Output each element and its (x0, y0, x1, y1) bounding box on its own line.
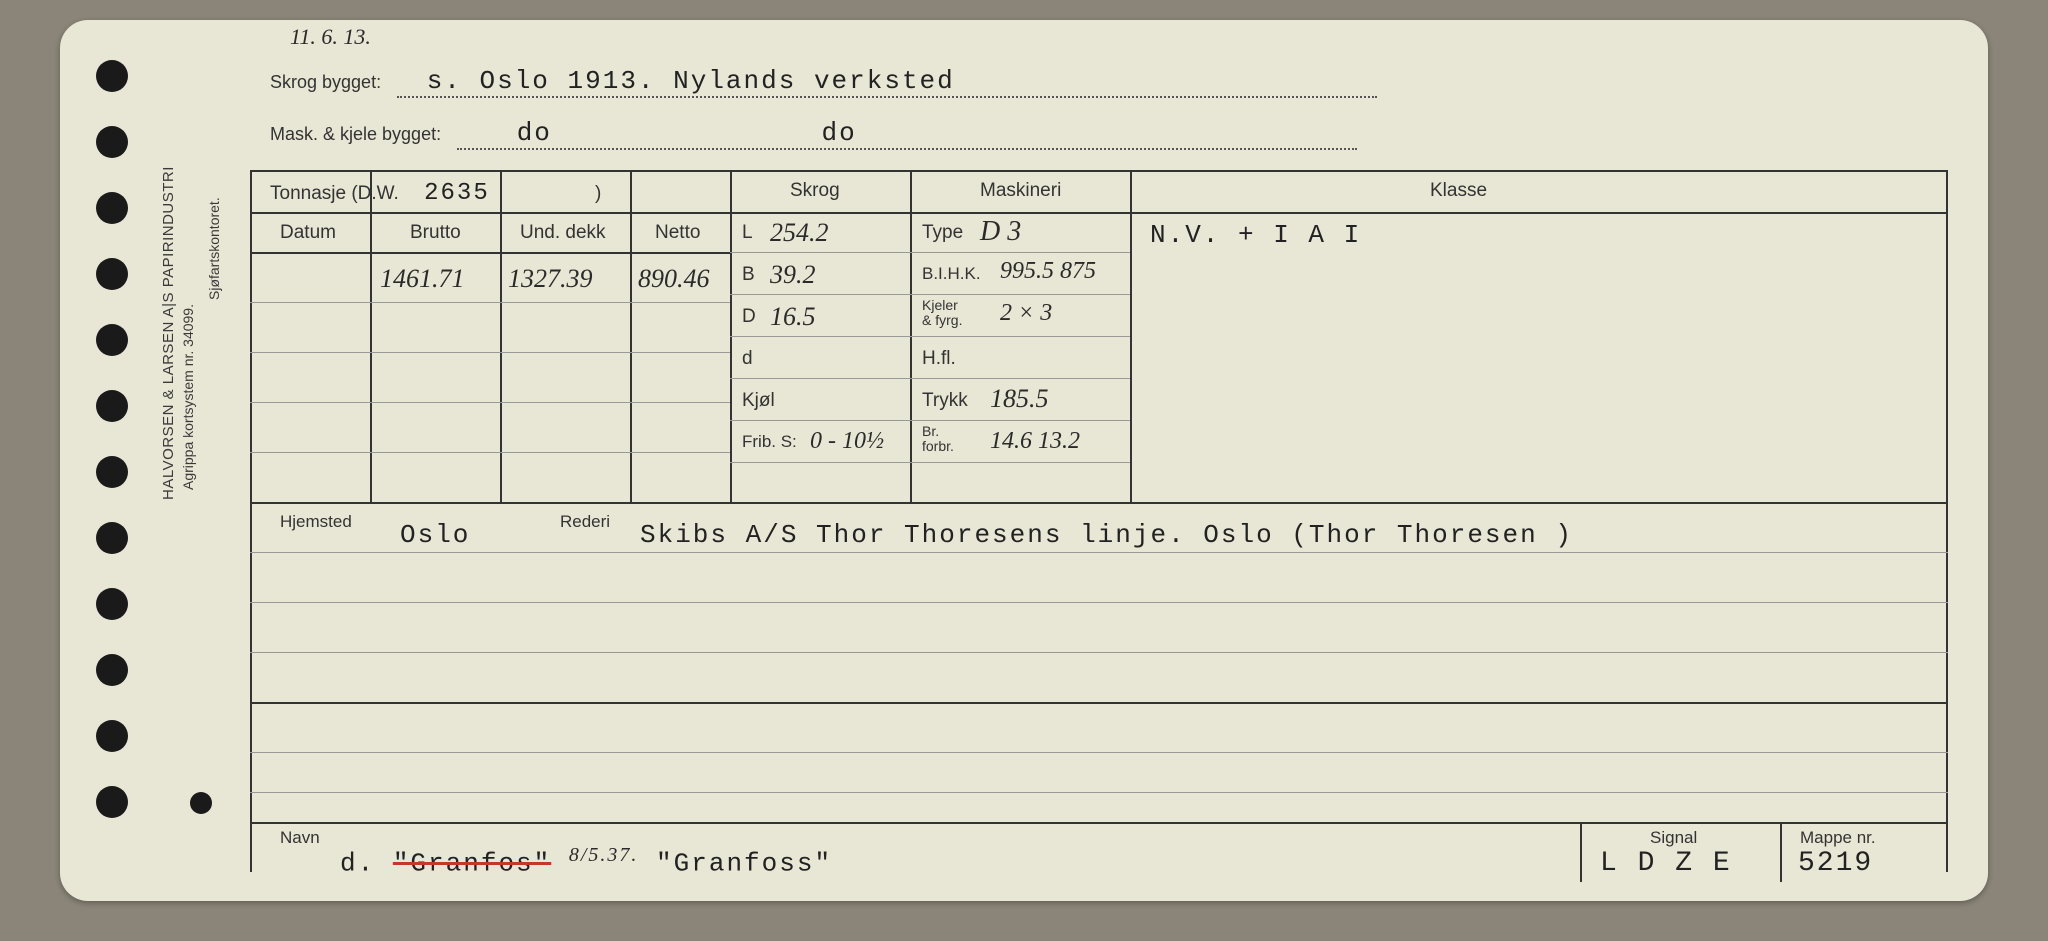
value-und-dekk: 1327.39 (508, 264, 593, 294)
punch-hole (96, 456, 128, 488)
value-brutto: 1461.71 (380, 264, 465, 294)
label-br-forbr: Br. forbr. (922, 424, 954, 455)
side-office-text: Sjøfartskontoret. (206, 197, 222, 300)
index-card: HALVORSEN & LARSEN A|S PAPIRINDUSTRI Agr… (60, 20, 1988, 901)
label-hjemsted: Hjemsted (280, 512, 352, 532)
label-skrog-bygget: Skrog bygget: (270, 72, 381, 92)
punch-hole (96, 654, 128, 686)
value-dw: 2635 (424, 180, 490, 207)
label-maskineri: Maskineri (980, 180, 1061, 202)
label-klasse: Klasse (1430, 180, 1487, 202)
value-bihk: 995.5 875 (1000, 258, 1096, 285)
main-table: Tonnasje (D.W. 2635 ) Skrog Maskineri Kl… (250, 170, 1948, 891)
label-signal: Signal (1650, 828, 1697, 848)
label-skrog: Skrog (790, 180, 840, 202)
navn-date: 8/5.37. (569, 844, 639, 866)
value-rederi: Skibs A/S Thor Thoresens linje. Oslo (Th… (640, 520, 1573, 550)
row-skrog-bygget: Skrog bygget: s. Oslo 1913. Nylands verk… (270, 66, 1928, 106)
value-netto: 890.46 (638, 264, 710, 294)
punch-hole (96, 786, 128, 818)
punch-hole (96, 522, 128, 554)
top-date-note: 11. 6. 13. (290, 24, 371, 50)
value-D: 16.5 (770, 302, 816, 332)
label-frib: Frib. S: (742, 432, 797, 452)
label-d: d (742, 348, 753, 370)
punch-hole (96, 588, 128, 620)
label-netto: Netto (655, 222, 700, 244)
label-hfl: H.fl. (922, 348, 956, 370)
value-hjemsted: Oslo (400, 520, 470, 550)
punch-hole (96, 192, 128, 224)
navn-new: "Granfoss" (656, 849, 832, 879)
label-navn: Navn (280, 828, 320, 848)
label-datum: Datum (280, 222, 336, 244)
punch-hole (96, 324, 128, 356)
label-B: B (742, 264, 755, 286)
label-kjol: Kjøl (742, 390, 775, 412)
value-signal: L D Z E (1600, 848, 1732, 879)
side-printer-text: HALVORSEN & LARSEN A|S PAPIRINDUSTRI (160, 166, 177, 500)
value-frib: 0 - 10½ (810, 428, 884, 455)
label-rederi: Rederi (560, 512, 610, 532)
value-mappe: 5219 (1798, 848, 1873, 879)
label-und-dekk: Und. dekk (520, 222, 606, 244)
label-trykk: Trykk (922, 390, 968, 412)
value-trykk: 185.5 (990, 384, 1049, 414)
value-B: 39.2 (770, 260, 816, 290)
label-kjeler: Kjeler & fyrg. (922, 298, 962, 329)
label-bihk: B.I.H.K. (922, 264, 981, 284)
value-kjeler: 2 × 3 (1000, 300, 1052, 327)
punch-hole (96, 60, 128, 92)
side-system-text: Agrippa kortsystem nr. 34099. (180, 304, 196, 490)
value-L: 254.2 (770, 218, 829, 248)
label-mappe: Mappe nr. (1800, 828, 1876, 848)
navn-old-struck: "Granfos" (393, 849, 551, 879)
value-klasse: N.V. + I A I (1150, 220, 1361, 250)
label-D: D (742, 306, 756, 328)
label-tonnasje: Tonnasje (D.W. 2635 ) (270, 180, 601, 207)
value-mask-1: do (517, 118, 552, 148)
label-L: L (742, 222, 753, 244)
card-content: 11. 6. 13. Skrog bygget: s. Oslo 1913. N… (230, 30, 1948, 891)
value-navn: d. "Granfos" 8/5.37. "Granfoss" (340, 844, 832, 879)
row-mask-kjele: Mask. & kjele bygget: do do (270, 118, 1928, 158)
value-br-forbr: 14.6 13.2 (990, 428, 1080, 455)
punch-hole (96, 258, 128, 290)
punch-hole (96, 390, 128, 422)
punch-hole (96, 720, 128, 752)
value-skrog-bygget: s. Oslo 1913. Nylands verksted (427, 66, 955, 96)
label-type: Type (922, 222, 963, 244)
value-mask-2: do (822, 118, 857, 148)
label-brutto: Brutto (410, 222, 461, 244)
label-mask-kjele: Mask. & kjele bygget: (270, 124, 441, 144)
punch-hole-small (190, 792, 212, 814)
value-type: D 3 (980, 216, 1021, 248)
punch-hole (96, 126, 128, 158)
